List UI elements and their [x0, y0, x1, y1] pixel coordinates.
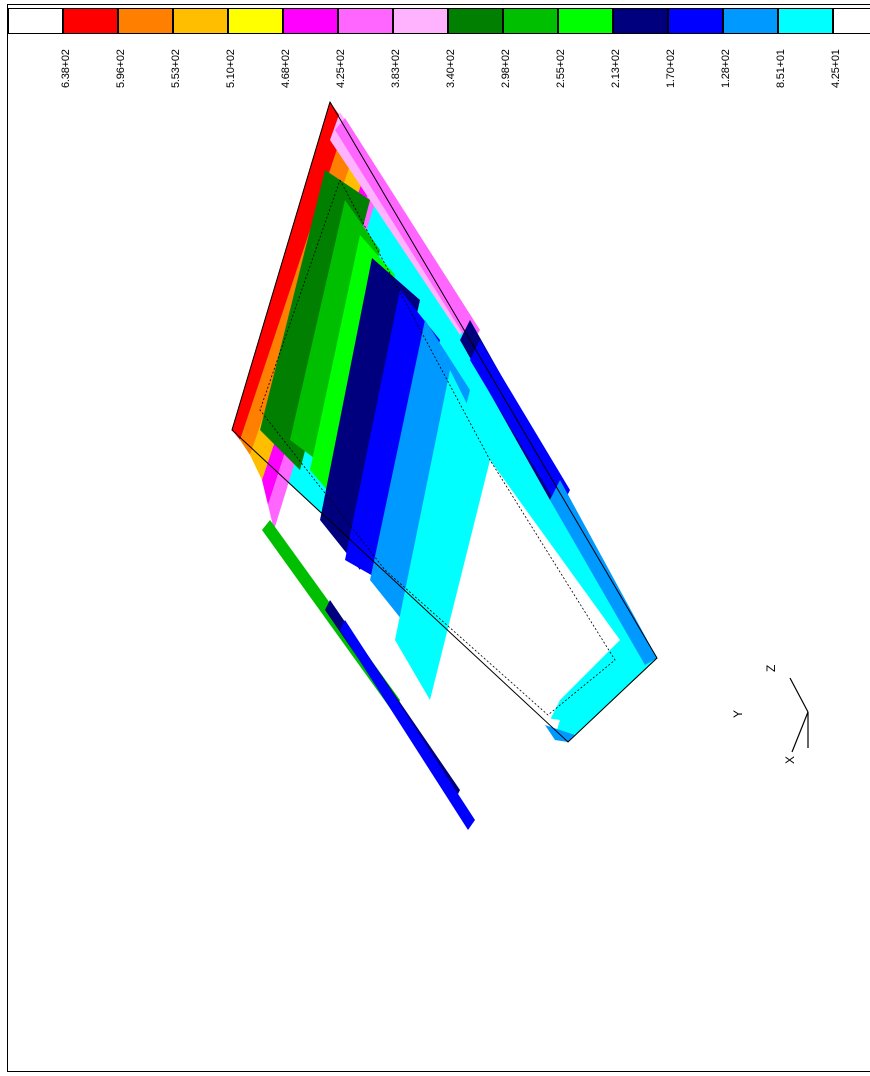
plate-edge-lines [231, 101, 658, 743]
legend-cell [173, 8, 228, 34]
legend-cell [723, 8, 778, 34]
legend-cell [668, 8, 723, 34]
legend-cell [833, 8, 870, 34]
legend-cell [228, 8, 283, 34]
lower-white-strip [430, 700, 560, 770]
legend-cell [448, 8, 503, 34]
interior-white-region [430, 460, 620, 740]
legend-cell-lead [8, 8, 63, 34]
legend-cell [503, 8, 558, 34]
edge-blue-left [340, 620, 475, 830]
band-red [232, 102, 350, 440]
legend-cell [393, 8, 448, 34]
plot-frame [7, 4, 870, 1072]
legend-cell [283, 8, 338, 34]
legend-cell [118, 8, 173, 34]
legend-cell [338, 8, 393, 34]
axis-z-label: Z [764, 665, 778, 672]
legend-cell [613, 8, 668, 34]
band-cyan [395, 370, 495, 700]
axis-triad: Z Y X [731, 665, 809, 764]
bottom-corner [545, 725, 575, 742]
color-legend-bar [8, 8, 870, 34]
axis-y-label: Y [731, 710, 745, 718]
band-magenta-right [335, 118, 480, 345]
legend-cell [778, 8, 833, 34]
inner-dotted-outline [259, 179, 616, 716]
edge-azure-right [550, 480, 657, 665]
legend-cell [558, 8, 613, 34]
axis-x-label: X [783, 756, 797, 764]
legend-cell [63, 8, 118, 34]
